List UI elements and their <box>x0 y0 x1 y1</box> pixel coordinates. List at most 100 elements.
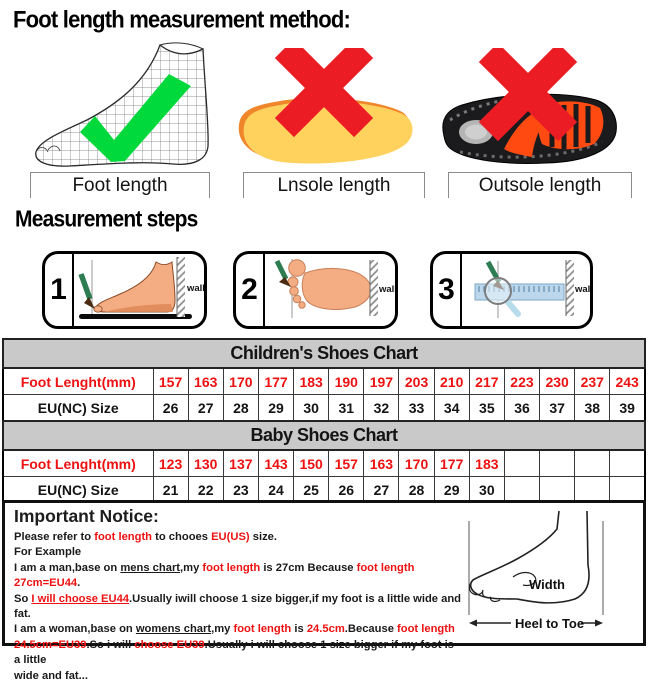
baby-chart-title-row: Baby Shoes Chart <box>2 420 646 451</box>
step-number: 2 <box>236 254 265 326</box>
wall-hatch <box>177 257 185 317</box>
heel-pad-inner <box>465 124 487 140</box>
pencil-icon <box>78 273 93 300</box>
step-box-2: 2 wall <box>233 251 398 329</box>
value-cell: 30 <box>293 394 330 422</box>
step1-art: wall <box>78 257 204 319</box>
figure-label: Outsole length <box>478 174 602 196</box>
chart-title: Baby Shoes Chart <box>2 420 646 451</box>
row-label: Foot Lenght(mm) <box>2 449 154 477</box>
wireframe-foot-shape <box>35 43 209 167</box>
value-cell: 230 <box>539 367 576 395</box>
wireframe-foot-image <box>35 42 209 167</box>
insole-image <box>238 48 413 164</box>
value-cell: 157 <box>328 449 365 477</box>
children-eu-size-row: EU(NC) Size 26 27 28 29 30 31 32 33 34 35 36 37 38 39 <box>2 394 646 422</box>
ruler-ticks <box>476 285 563 292</box>
step-box-1: 1 wall <box>42 251 207 329</box>
value-cell: 243 <box>609 367 646 395</box>
toe-detail-lines <box>35 145 61 153</box>
value-cell: 190 <box>328 367 365 395</box>
step3-art: wall <box>474 260 590 318</box>
step-illustration: wall <box>462 254 590 326</box>
value-cell <box>574 476 611 504</box>
value-cell: 163 <box>187 367 224 395</box>
value-cell: 150 <box>293 449 330 477</box>
value-cell: 223 <box>503 367 541 395</box>
value-cell: 39 <box>609 394 646 422</box>
figure-label: Foot length <box>72 174 168 196</box>
value-cell: 28 <box>222 394 259 422</box>
value-cell: 36 <box>503 394 541 422</box>
step-box-3: 3 wall <box>430 251 593 329</box>
value-cell: 32 <box>363 394 400 422</box>
size-chart-table: Children's Shoes Chart Foot Lenght(mm) 1… <box>2 338 646 504</box>
pencil-icon <box>274 259 289 281</box>
wall-label: wall <box>378 284 395 295</box>
ankle-opening-line <box>159 42 204 50</box>
toes-detail <box>468 579 501 603</box>
notice-title: Important Notice: <box>14 506 159 526</box>
steps-title: Measurement steps <box>15 207 198 232</box>
value-cell: 31 <box>328 394 365 422</box>
foot-shade <box>105 304 173 312</box>
arrow-right <box>595 619 603 627</box>
value-cell: 170 <box>398 449 435 477</box>
value-cell: 34 <box>433 394 470 422</box>
value-cell <box>609 476 646 504</box>
big-toe <box>93 305 103 313</box>
value-cell: 123 <box>152 449 189 477</box>
value-cell: 33 <box>398 394 435 422</box>
value-cell: 26 <box>152 394 189 422</box>
step2-art: wall <box>274 259 395 318</box>
value-cell: 170 <box>222 367 259 395</box>
row-label: Foot Lenght(mm) <box>2 367 154 395</box>
value-cell <box>609 449 646 477</box>
row-label: EU(NC) Size <box>2 394 154 422</box>
page-title: Foot length measurement method: <box>13 6 351 33</box>
value-cell: 29 <box>433 476 470 504</box>
value-cell: 157 <box>152 367 189 395</box>
toe <box>289 286 299 296</box>
value-cell <box>574 449 611 477</box>
step-illustration: wall <box>265 254 395 326</box>
foot-diagram: Width Heel to Toe <box>468 510 604 631</box>
children-chart-title-row: Children's Shoes Chart <box>2 338 646 369</box>
dim-bracket-foot-length: Foot length <box>30 172 210 198</box>
value-cell: 35 <box>468 394 505 422</box>
wall-label: wall <box>186 283 204 294</box>
notice-body: Please refer to foot length to chooes EU… <box>14 531 462 682</box>
arrow-left <box>469 619 477 627</box>
baby-foot-length-row: Foot Lenght(mm) 123 130 137 143 150 157 163 170… <box>2 449 646 477</box>
value-cell: 177 <box>257 367 295 395</box>
toe <box>298 301 306 309</box>
toe <box>292 294 302 304</box>
tread-top <box>449 93 543 122</box>
value-cell: 27 <box>363 476 400 504</box>
value-cell: 163 <box>363 449 400 477</box>
step-number: 3 <box>433 254 462 326</box>
outsole-image <box>442 48 617 164</box>
width-label: Width <box>529 577 565 592</box>
chart-title: Children's Shoes Chart <box>2 338 646 369</box>
foot-outline <box>469 510 590 604</box>
figure-label: Lnsole length <box>277 174 391 196</box>
children-foot-length-row: Foot Lenght(mm) 157 163 170 177 183 190 197 203… <box>2 367 646 395</box>
value-cell: 143 <box>257 449 295 477</box>
value-cell: 37 <box>539 394 576 422</box>
value-cell: 130 <box>187 449 224 477</box>
pencil-tip <box>279 277 291 287</box>
dim-bracket-outsole-length: Outsole length <box>448 172 632 198</box>
value-cell: 217 <box>468 367 505 395</box>
value-cell: 24 <box>257 476 295 504</box>
wall-hatch <box>566 260 574 316</box>
check-icon <box>80 74 191 162</box>
instep-arc <box>512 571 537 587</box>
foot-measurement-infographic: { "header": { "title": "Foot length meas… <box>2 6 646 682</box>
value-cell: 177 <box>433 449 470 477</box>
value-cell: 27 <box>187 394 224 422</box>
value-cell: 197 <box>363 367 400 395</box>
ground-bar <box>79 314 192 319</box>
heel-to-toe-label: Heel to Toe <box>515 616 584 631</box>
value-cell: 237 <box>574 367 611 395</box>
